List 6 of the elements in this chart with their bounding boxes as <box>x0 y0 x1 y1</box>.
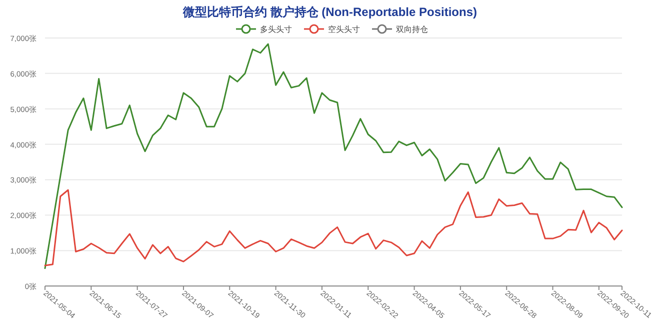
chart-title: 微型比特币合约 散户持仓 (Non-Reportable Positions) <box>182 5 478 19</box>
line-series <box>44 43 623 270</box>
legend-label: 双向持仓 <box>396 25 428 34</box>
legend-label: 空头头寸 <box>328 25 360 34</box>
line-series <box>44 189 623 266</box>
legend-label: 多头头寸 <box>260 25 292 34</box>
